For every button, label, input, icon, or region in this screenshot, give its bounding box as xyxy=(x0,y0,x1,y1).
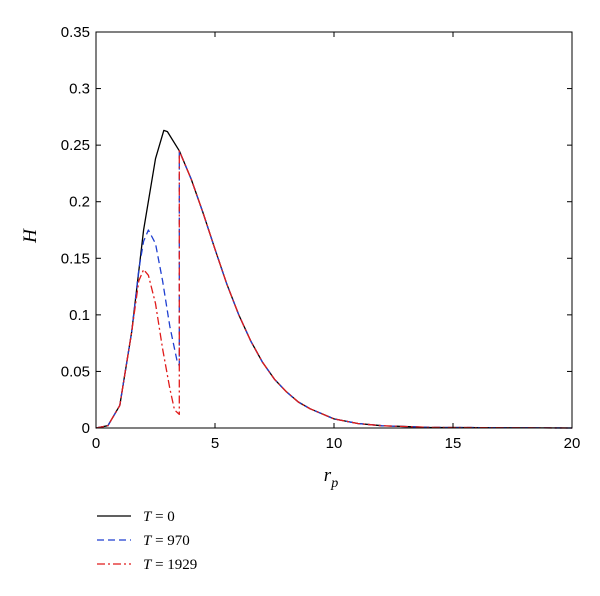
legend-label-1: T = 970 xyxy=(143,533,190,549)
legend-variable: T xyxy=(143,557,153,573)
x-tick-label: 20 xyxy=(564,435,581,452)
legend-value: = 970 xyxy=(151,533,189,549)
y-tick-label: 0.05 xyxy=(61,363,90,380)
y-tick-label: 0.15 xyxy=(61,250,90,267)
x-tick-label: 15 xyxy=(445,435,462,452)
y-tick-label: 0.25 xyxy=(61,137,90,154)
legend-label-0: T = 0 xyxy=(143,509,175,525)
plot-frame xyxy=(95,31,573,429)
x-axis-label: rp xyxy=(324,465,338,491)
y-axis-label: H xyxy=(20,228,41,244)
series-line-2 xyxy=(95,150,573,429)
series-layer xyxy=(95,129,573,429)
x-tick-label: 0 xyxy=(92,435,100,452)
y-tick-label: 0.2 xyxy=(69,194,90,211)
legend-label-2: T = 1929 xyxy=(143,557,197,573)
y-tick-label: 0.1 xyxy=(69,307,90,324)
x-tick-label: 5 xyxy=(211,435,219,452)
x-axis-label-main: r xyxy=(324,465,332,486)
legend-value: = 1929 xyxy=(151,557,197,573)
y-axis: 0 0.05 0.1 0.15 0.2 0.25 0.3 0.35 xyxy=(61,24,572,437)
x-axis: 0 5 10 15 20 xyxy=(92,32,581,452)
x-axis-label-subscript: p xyxy=(330,476,338,491)
x-tick-label: 10 xyxy=(326,435,343,452)
y-tick-label: 0.35 xyxy=(61,24,90,41)
y-tick-label: 0.3 xyxy=(69,81,90,98)
series-line-1 xyxy=(95,150,573,429)
series-line-0 xyxy=(95,129,573,429)
legend-value: = 0 xyxy=(151,509,174,525)
y-tick-label: 0 xyxy=(82,420,90,437)
legend-variable: T xyxy=(143,533,153,549)
legend-variable: T xyxy=(143,509,153,525)
